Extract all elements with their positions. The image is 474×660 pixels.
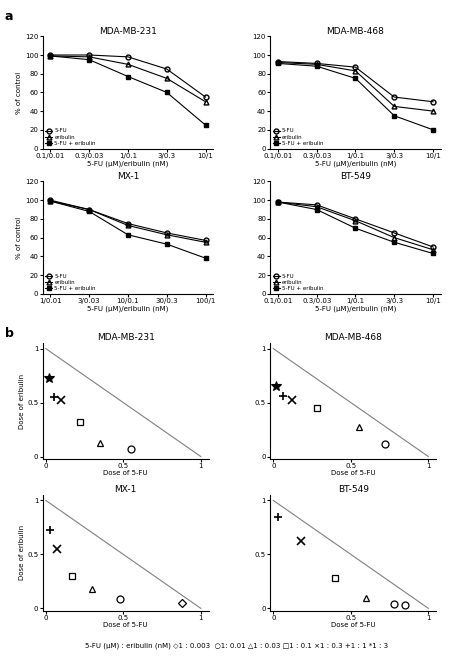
Title: MDA-MB-231: MDA-MB-231	[99, 26, 157, 36]
Legend: 5-FU, eribulin, 5-FU + eribulin: 5-FU, eribulin, 5-FU + eribulin	[46, 274, 96, 291]
X-axis label: 5-FU (μM)/eribulin (nM): 5-FU (μM)/eribulin (nM)	[87, 306, 169, 312]
X-axis label: 5-FU (μM)/eribulin (nM): 5-FU (μM)/eribulin (nM)	[315, 306, 396, 312]
X-axis label: Dose of 5-FU: Dose of 5-FU	[103, 471, 148, 477]
X-axis label: Dose of 5-FU: Dose of 5-FU	[103, 622, 148, 628]
X-axis label: Dose of 5-FU: Dose of 5-FU	[331, 622, 375, 628]
Title: MX-1: MX-1	[117, 172, 139, 181]
Title: MDA-MB-231: MDA-MB-231	[97, 333, 155, 343]
Y-axis label: % of control: % of control	[16, 216, 22, 259]
Title: MDA-MB-468: MDA-MB-468	[327, 26, 384, 36]
X-axis label: 5-FU (μM)/eribulin (nM): 5-FU (μM)/eribulin (nM)	[87, 160, 169, 166]
Y-axis label: Dose of eribulin: Dose of eribulin	[18, 374, 25, 428]
Text: 5-FU (μM) : eribulin (nM) ◇1 : 0.003  ○1: 0.01 △1 : 0.03 □1 : 0.1 ×1 : 0.3 +1 : : 5-FU (μM) : eribulin (nM) ◇1 : 0.003 ○1:…	[85, 642, 389, 649]
Title: MX-1: MX-1	[114, 485, 137, 494]
Legend: 5-FU, eribulin, 5-FU + eribulin: 5-FU, eribulin, 5-FU + eribulin	[46, 129, 96, 146]
X-axis label: Dose of 5-FU: Dose of 5-FU	[331, 471, 375, 477]
Title: MDA-MB-468: MDA-MB-468	[324, 333, 382, 343]
Y-axis label: % of control: % of control	[16, 71, 22, 114]
Legend: 5-FU, eribulin, 5-FU + eribulin: 5-FU, eribulin, 5-FU + eribulin	[273, 129, 323, 146]
Y-axis label: Dose of eribulin: Dose of eribulin	[18, 525, 25, 580]
Text: b: b	[5, 327, 14, 340]
Title: BT-549: BT-549	[337, 485, 369, 494]
Text: a: a	[5, 10, 13, 23]
Legend: 5-FU, eribulin, 5-FU + eribulin: 5-FU, eribulin, 5-FU + eribulin	[273, 274, 323, 291]
X-axis label: 5-FU (μM)/eribulin (nM): 5-FU (μM)/eribulin (nM)	[315, 160, 396, 166]
Title: BT-549: BT-549	[340, 172, 371, 181]
